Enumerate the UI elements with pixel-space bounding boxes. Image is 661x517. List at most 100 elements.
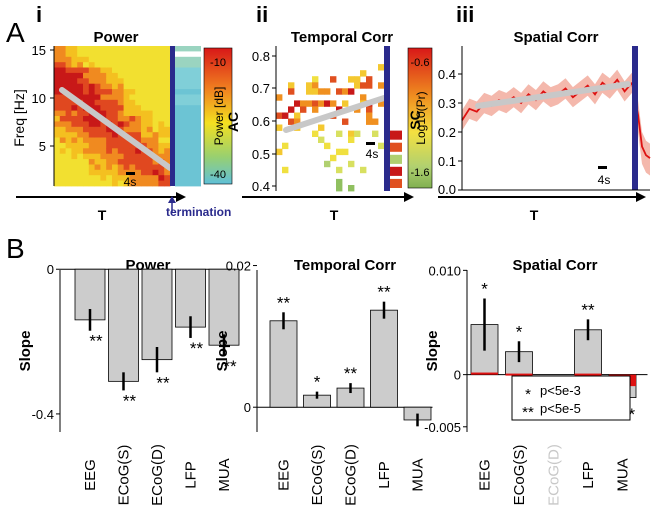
power-heat-cell xyxy=(59,148,66,155)
power-heat-cell xyxy=(129,116,136,122)
power-heat-cell xyxy=(54,121,61,128)
power-heat-cell xyxy=(59,169,66,176)
power-heat-cell xyxy=(112,175,119,181)
power-heat-cell xyxy=(94,159,101,165)
power-heat-cell xyxy=(117,116,124,122)
power-heat-cell xyxy=(152,46,159,52)
power-heat-cell xyxy=(123,94,130,101)
power-post-cell xyxy=(175,153,201,160)
power-heat-cell xyxy=(94,99,101,106)
category-label: ECoG(S) xyxy=(116,445,133,506)
power-heat-cell xyxy=(59,105,66,111)
power-heat-cell xyxy=(112,62,119,68)
spatial-corr-timeseries xyxy=(461,46,651,190)
power-heat-cell xyxy=(158,132,165,138)
power-heat-cell xyxy=(94,89,101,95)
power-heat-cell xyxy=(83,46,90,52)
power-heat-cell xyxy=(135,89,142,95)
temporal-heat-cell xyxy=(336,88,343,95)
legend-mark-1: * xyxy=(525,386,531,403)
slope-bar-red xyxy=(505,373,533,376)
temporal-heat-cell xyxy=(336,166,343,174)
power-heat-cell xyxy=(164,148,171,155)
power-heat-cell xyxy=(100,94,107,101)
power-heat-cell xyxy=(100,56,107,63)
power-heat-cell xyxy=(158,169,165,176)
power-heat-cell xyxy=(146,83,153,90)
power-heat-cell xyxy=(83,169,90,176)
power-heat-cell xyxy=(123,116,130,122)
power-heat-cell xyxy=(117,99,124,106)
temporal-heat-cell xyxy=(276,94,283,101)
power-heat-cell xyxy=(77,51,84,58)
power-heat-cell xyxy=(71,51,78,58)
sc-ytick-00: 0.0 xyxy=(438,182,456,197)
power-heat-cell xyxy=(158,142,165,149)
temporal-heat-cell xyxy=(324,160,331,168)
power-heat-cell xyxy=(141,105,148,111)
power-heat-cell xyxy=(54,126,61,133)
slope-ylabel: Slope xyxy=(424,331,441,372)
slope-ytick-label: 0 xyxy=(244,400,251,415)
power-heat-cell xyxy=(146,159,153,165)
power-heat-cell xyxy=(141,51,148,58)
power-heat-cell xyxy=(88,83,95,90)
power-heat-cell xyxy=(112,169,119,176)
power-heat-cell xyxy=(100,51,107,58)
power-heat-cell xyxy=(164,110,171,117)
temporal-post-cell xyxy=(390,178,402,188)
power-heat-cell xyxy=(106,126,113,133)
power-heat-cell xyxy=(100,164,107,171)
power-heat-cell xyxy=(77,159,84,165)
temporal-heat-cell xyxy=(318,88,325,95)
power-title: Power xyxy=(93,29,138,46)
power-heat-cell xyxy=(94,148,101,155)
temporal-heat-cell xyxy=(366,76,373,83)
power-heat-cell xyxy=(100,132,107,138)
power-heat-cell xyxy=(54,110,61,117)
power-heat-cell xyxy=(117,110,124,117)
temporal-heat-cell xyxy=(336,148,343,156)
power-heat-cell xyxy=(112,72,119,79)
power-heat-cell xyxy=(112,148,119,155)
power-heat-cell xyxy=(94,132,101,138)
power-heat-cell xyxy=(71,46,78,52)
power-heat-cell xyxy=(77,72,84,79)
power-post-cell xyxy=(175,89,201,95)
power-heat-cell xyxy=(83,159,90,165)
power-heat-cell xyxy=(123,175,130,181)
temporal-heat-cell xyxy=(276,148,283,156)
power-heat-cell xyxy=(65,62,72,68)
power-post-cell xyxy=(175,175,201,181)
power-heat-cell xyxy=(112,46,119,52)
power-ylabel: Freq [Hz] xyxy=(11,89,27,147)
temporal-heat-cell xyxy=(306,100,313,107)
sc-ylabel: SC xyxy=(407,110,423,129)
power-heat-cell xyxy=(54,142,61,149)
sublabel-i: i xyxy=(36,2,42,27)
power-heat-cell xyxy=(129,56,136,63)
power-heat-cell xyxy=(164,46,171,52)
power-heat-cell xyxy=(54,89,61,95)
power-heat-cell xyxy=(65,148,72,155)
power-heat-cell xyxy=(106,105,113,111)
power-heat-cell xyxy=(135,94,142,101)
power-heat-cell xyxy=(59,83,66,90)
temporal-heat-cell xyxy=(342,148,349,156)
power-heat-cell xyxy=(59,159,66,165)
slope-ytick-label: -0.4 xyxy=(32,407,54,422)
temporal-heat-cell xyxy=(330,76,337,83)
power-heat-cell xyxy=(164,159,171,165)
significance-mark: ** xyxy=(156,373,170,392)
slope-chart-title: Spatial Corr xyxy=(512,257,597,274)
power-heat-cell xyxy=(117,137,124,144)
power-heat-cell xyxy=(71,89,78,95)
power-heat-cell xyxy=(123,110,130,117)
power-heat-cell xyxy=(158,89,165,95)
power-post-cell xyxy=(175,137,201,144)
temporal-heat-cell xyxy=(312,130,319,137)
power-post-cell xyxy=(175,110,201,117)
power-heat-cell xyxy=(59,175,66,181)
power-heat-cell xyxy=(65,175,72,181)
power-heat-cell xyxy=(146,169,153,176)
